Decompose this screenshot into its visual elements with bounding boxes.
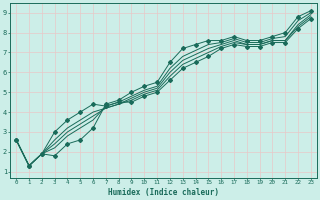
- X-axis label: Humidex (Indice chaleur): Humidex (Indice chaleur): [108, 188, 219, 197]
